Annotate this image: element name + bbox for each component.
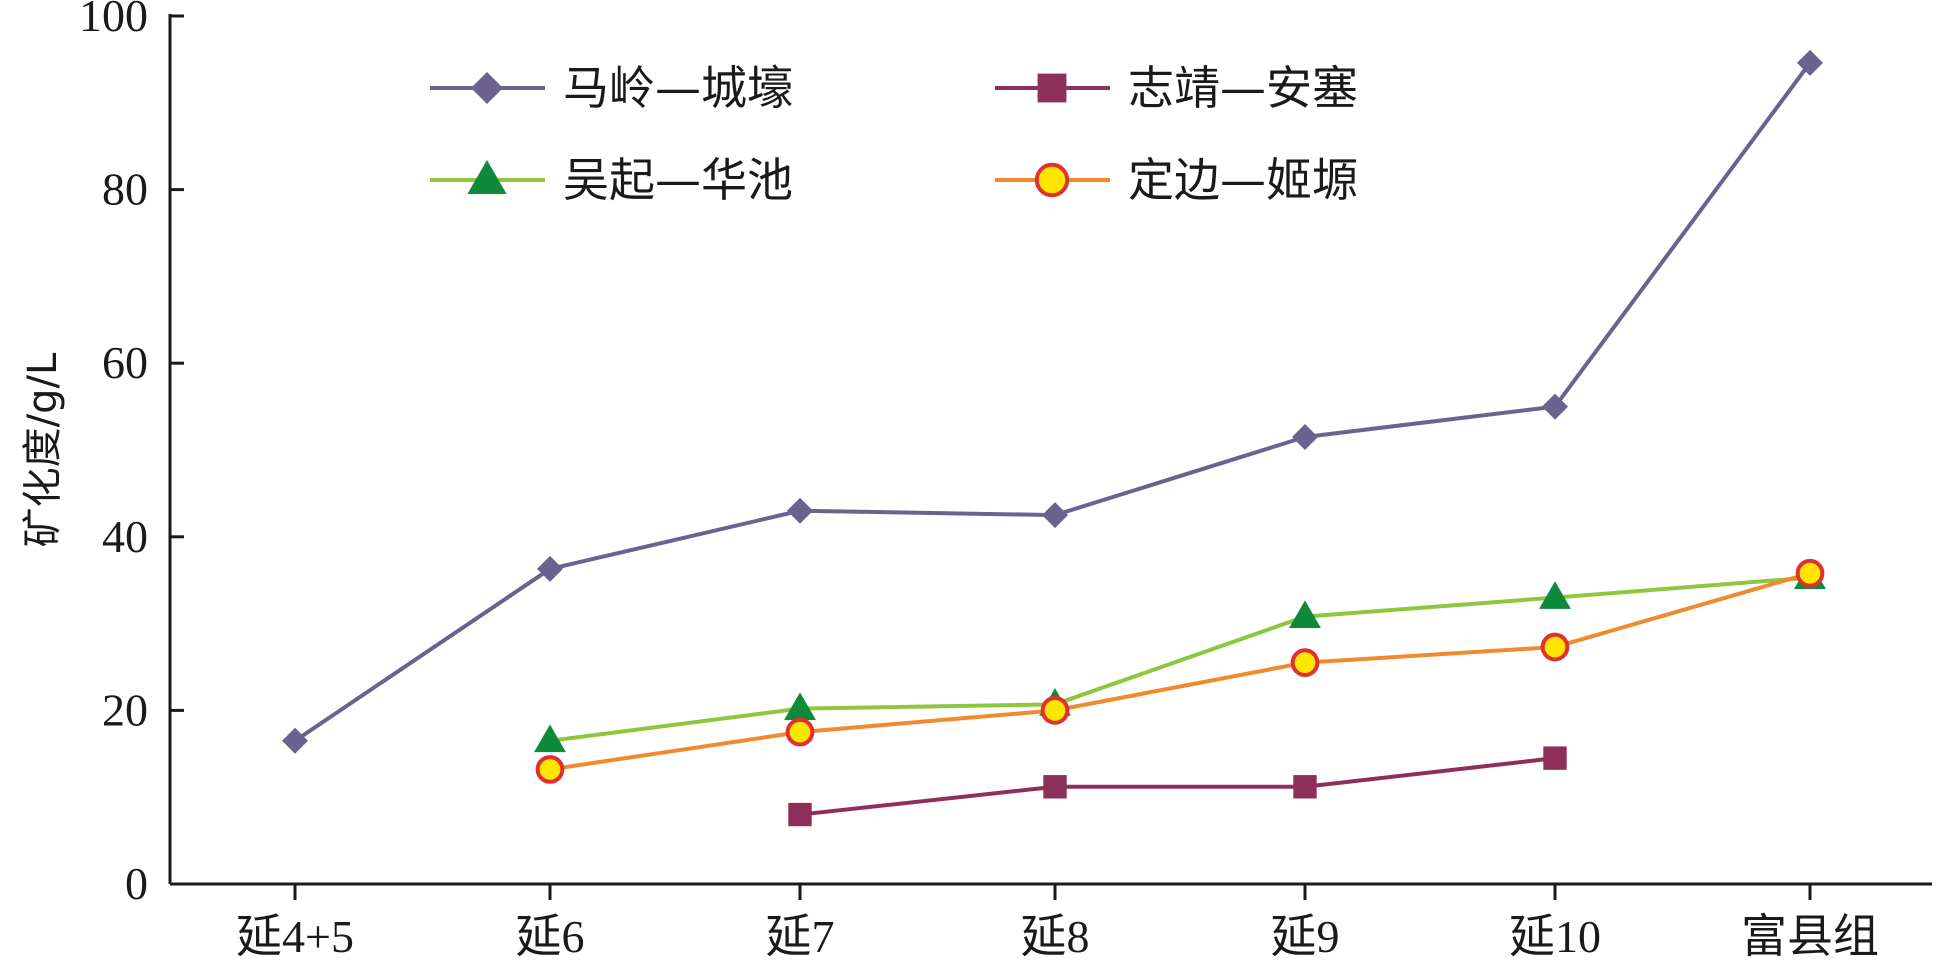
- axes: 0 20 40 60 80 100 延4+5 延6 延7 延8 延9 延10 富县组: [79, 0, 1932, 962]
- data-point: [537, 555, 563, 582]
- y-tick-label: 60: [102, 337, 148, 388]
- x-tick-label: 延7: [766, 911, 835, 962]
- data-point: [1293, 775, 1317, 799]
- series-layer: [282, 49, 1826, 827]
- legend-marker: [471, 72, 503, 104]
- legend-label: 吴起—华池: [563, 153, 793, 207]
- data-point: [1540, 632, 1570, 662]
- x-tick-label: 富县组: [1741, 911, 1879, 962]
- legend-marker: [467, 160, 507, 194]
- series-2: [788, 746, 1567, 827]
- legend-entry: 定边—姬塬: [995, 153, 1358, 207]
- data-point: [785, 717, 815, 747]
- data-point: [1042, 502, 1068, 529]
- data-point: [1543, 746, 1567, 770]
- data-point: [1292, 423, 1318, 450]
- data-point: [1290, 648, 1320, 678]
- data-point: [787, 497, 813, 524]
- legend-label: 马岭—城壕: [563, 61, 793, 115]
- data-point: [788, 802, 812, 827]
- x-tick-label: 延4+5: [236, 911, 354, 962]
- legend-label: 志靖—安塞: [1128, 61, 1358, 115]
- data-point: [1795, 558, 1825, 588]
- data-point: [1043, 775, 1067, 799]
- data-point: [1289, 600, 1321, 629]
- series-4: [535, 558, 1825, 784]
- series-1: [282, 49, 1823, 754]
- data-point: [535, 755, 565, 784]
- data-point: [1797, 49, 1823, 76]
- y-axis-title: 矿化度/g/L: [20, 352, 66, 547]
- y-tick-label: 40: [102, 511, 148, 562]
- data-point: [282, 727, 308, 754]
- legend-marker: [1037, 73, 1067, 103]
- data-point: [534, 724, 566, 753]
- series-line: [549, 575, 1811, 743]
- data-point: [1040, 696, 1070, 725]
- x-tick-label: 延10: [1509, 911, 1601, 962]
- y-tick-label: 20: [102, 684, 148, 735]
- x-tick-label: 延9: [1271, 911, 1340, 962]
- legend-label: 定边—姬塬: [1128, 153, 1358, 207]
- series-line: [799, 756, 1556, 817]
- y-tick-label: 80: [102, 164, 148, 215]
- legend-marker: [1034, 162, 1070, 198]
- data-point: [1539, 581, 1571, 609]
- x-tick-label: 延8: [1021, 911, 1090, 962]
- series-3: [534, 561, 1826, 753]
- data-point: [1542, 393, 1568, 420]
- legend-entry: 志靖—安塞: [995, 61, 1358, 115]
- x-tick-label: 延6: [516, 911, 585, 962]
- series-line: [549, 571, 1811, 772]
- legend-entry: 吴起—华池: [430, 153, 793, 207]
- data-point: [784, 692, 816, 721]
- y-tick-label: 100: [79, 0, 148, 41]
- legend-entry: 马岭—城壕: [430, 61, 793, 115]
- y-tick-label: 0: [125, 858, 148, 909]
